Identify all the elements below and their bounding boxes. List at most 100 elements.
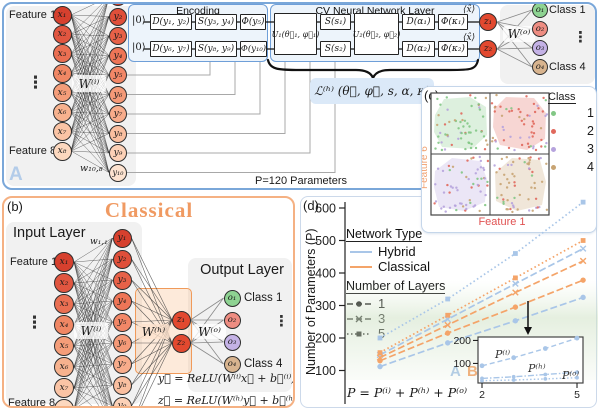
output-node-o1: o₁ [532,2,548,18]
legend-line-classical [350,266,372,268]
c-legend-item-4: 4 [548,160,594,174]
panel-b-title: Classical [44,198,254,223]
c-legend-label-1: 1 [587,106,594,120]
input-layer-label: Input Layer [13,225,86,241]
z-node-2: z₂ [479,40,497,58]
input-node-x5: x₅ [53,83,72,102]
legend-type-label: Hybrid [378,244,416,259]
c-legend-dot-1 [551,111,556,116]
c-legend-dot-2 [551,129,556,134]
c-legend-dot-3 [551,147,556,152]
legend-layers-title: Number of Layers [346,279,445,294]
marker-a-label: A [450,363,461,380]
c-legend-item-1: 1 [548,106,594,120]
weight-input-label: W⁽ⁱ⁾ [72,75,106,92]
weight-sub-label: w₁₀,₈ [80,163,103,174]
input-node-x3: x₃ [53,44,72,63]
b-output-node-o3: o₃ [224,334,241,351]
input-node-x7: x₇ [53,122,72,141]
weight-output-label-b: W⁽ᵒ⁾ [193,324,226,339]
legend-layers-label: 1 [378,296,385,311]
parameter-count-label: P=120 Parameters [240,175,362,187]
legend-marker-dot-square [346,329,372,339]
legend-type-label: Classical [378,259,430,274]
b-hidden-node-y3: y₃ [113,271,132,290]
legend-type-hybrid: Hybrid [346,244,445,259]
gate-s-s1: S(s₁) [320,14,351,30]
gate-phi-y5: Φ(y₅) [240,14,266,30]
c-legend-title: Class [548,91,576,104]
output-ellipsis: ⋮ [573,30,588,45]
feature-1-label-b: Feature 1 [10,256,57,268]
output-node-o4: o₄ [532,59,548,75]
b-hidden-node-y4: y₄ [113,292,132,311]
weight-output-label: W⁽ᵒ⁾ [503,26,535,42]
b-input-node-x7: x₇ [54,378,74,398]
marker-b-label: B [467,363,478,380]
b-hidden-node-y2: y₂ [113,250,132,269]
hidden-node-y8: y₈ [109,125,127,143]
d-y-axis-label: Number of Parameters (P) [304,212,318,392]
legend-line-hybrid [350,251,372,253]
input-node-x4: x₄ [53,64,72,83]
hidden-node-y2: y₂ [109,8,127,26]
class-4-label: Class 4 [549,61,586,73]
gate-phi-kappa1: Φ(κ₁) [438,14,468,30]
gate-s-y3y4: S(y₃, y₄) [195,14,237,30]
legend-layers-5: 5 [346,326,445,341]
input-ellipsis-b: ⋮ [26,314,43,331]
input-node-x8: x₈ [53,142,72,161]
feature-1-label: Feature 1 [9,9,56,21]
legend-layers-label: 3 [378,311,385,326]
hidden-node-y10: y₁₀ [109,164,127,182]
b-hidden-node-y1: y₁ [113,229,132,248]
input-node-x1: x₁ [53,6,72,25]
ket-zero-row2: |0⟩ [132,42,146,53]
legend-layers-label: 5 [378,326,385,341]
panel-d-letter: (d) [303,198,319,213]
b-hidden-node-y6: y₆ [113,334,132,353]
c-legend-item-3: 3 [548,142,594,156]
gate-d-y1y2: D(y₁, y₂) [150,14,192,30]
hidden-node-y4: y₄ [109,47,127,65]
gate-u2: U₂(θ⃗₂, φ⃗₂) [354,13,399,55]
gate-phi-kappa2: Φ(κ₂) [438,41,468,57]
gate-d-y6y7: D(y₆, y₇) [150,41,192,57]
b-input-node-x1: x₁ [54,252,74,272]
weight-hidden-label-b: W⁽ʰ⁾ [137,324,170,339]
hidden-node-y9: y₉ [109,144,127,162]
d-equation: P = P⁽ⁱ⁾ + P⁽ʰ⁾ + P⁽ᵒ⁾ [347,385,467,400]
feature-8-label: Feature 8 [9,145,56,157]
output-ellipsis-b: ⋮ [274,314,289,329]
panel-a-letter: A [9,164,23,186]
class-1-label: Class 1 [549,4,586,16]
input-node-x6: x₆ [53,103,72,122]
legend-network-type-title: Network Type [346,227,422,242]
c-legend-dot-4 [551,165,556,170]
loss-term-label: ℒ⁽ʰ⁾ (θ⃗, φ⃗, s, α, κ) [314,84,430,98]
legend-layers-3: 3 [346,311,445,326]
gate-phi-y10: Φ(y₁₀) [240,41,267,57]
panel-b-letter: (b) [7,199,23,214]
relu-equation-2: z⃗ = ReLU(W⁽ʰ⁾y⃗ + b⃗⁽ʰ⁾) [158,394,295,407]
b-input-node-x6: x₆ [54,357,74,377]
input-ellipsis: ⋮ [27,74,44,91]
b-hidden-node-y8: y₈ [113,376,132,395]
input-node-x2: x₂ [53,25,72,44]
panel-b-classical-network: (b) Classical Input Layer w₁,₁ Feature 1… [2,196,295,408]
class-1-label-b: Class 1 [244,292,282,304]
legend-marker-dash-circle [346,299,372,309]
b-input-node-x2: x₂ [54,273,74,293]
hidden-node-y5: y₅ [109,66,127,84]
b-output-node-o1: o₁ [224,290,241,307]
b-hidden-node-y5: y₅ [113,313,132,332]
b-z-node-2: z₂ [172,334,191,353]
c-x-axis-label: Feature 1 [462,216,542,228]
legend-layers-1: 1 [346,296,445,311]
b-z-node-1: z₁ [172,311,191,330]
c-legend-label-4: 4 [587,160,594,174]
